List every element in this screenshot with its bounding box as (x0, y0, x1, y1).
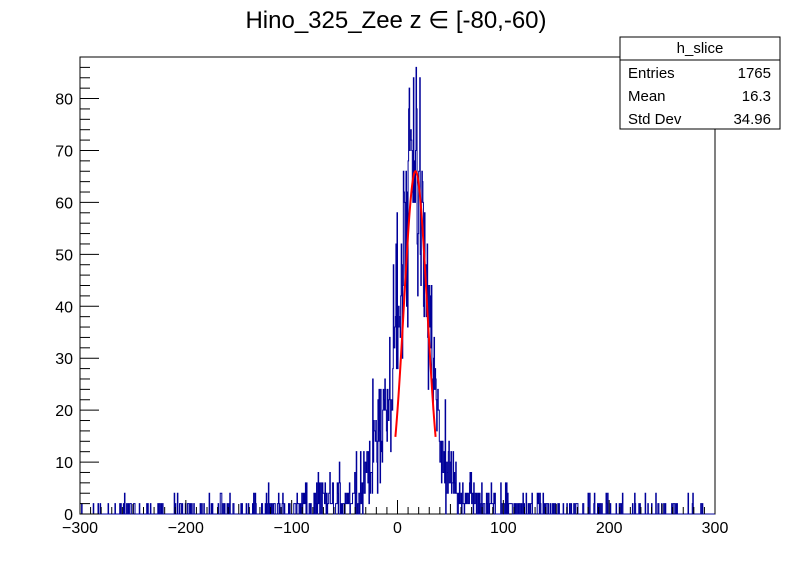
stats-box: h_slice Entries 1765 Mean 16.3 Std Dev 3… (619, 36, 781, 130)
x-tick-label: 100 (490, 520, 517, 537)
stats-mean-value: 16.3 (742, 88, 771, 105)
x-tick-label: −200 (168, 520, 204, 537)
stats-stddev-value: 34.96 (733, 111, 771, 128)
x-tick-label: −100 (274, 520, 310, 537)
y-axis: 0 10 20 30 40 50 60 70 80 (55, 56, 99, 524)
stats-entries-label: Entries (628, 65, 675, 82)
stats-box-name: h_slice (677, 40, 724, 57)
y-tick-label: 10 (55, 455, 73, 472)
stats-mean-label: Mean (628, 88, 666, 105)
y-tick-label: 30 (55, 351, 73, 368)
y-tick-label: 50 (55, 247, 73, 264)
histogram-bars (80, 66, 715, 515)
x-tick-label: 300 (702, 520, 729, 537)
y-tick-label: 70 (55, 143, 73, 160)
y-tick-label: 40 (55, 299, 73, 316)
stats-stddev-label: Std Dev (628, 111, 682, 128)
gaussian-fit-curve (394, 170, 437, 437)
x-tick-label: 200 (596, 520, 623, 537)
y-tick-label: 60 (55, 195, 73, 212)
stats-box-frame (619, 36, 781, 130)
stats-entries-value: 1765 (738, 65, 771, 82)
y-tick-label: 20 (55, 403, 73, 420)
y-tick-label: 80 (55, 92, 73, 109)
histogram-series (80, 66, 715, 515)
x-tick-label: −300 (62, 520, 98, 537)
x-axis: −300 −200 −100 0 100 200 300 (62, 500, 728, 537)
chart-title: Hino_325_Zee z ∈ [-80,-60) (245, 7, 546, 34)
x-tick-label: 0 (393, 520, 402, 537)
y-tick-label: 0 (64, 507, 73, 524)
plot-area: −300 −200 −100 0 100 200 300 0 10 20 30 40 50 60 70 80 (55, 56, 728, 537)
